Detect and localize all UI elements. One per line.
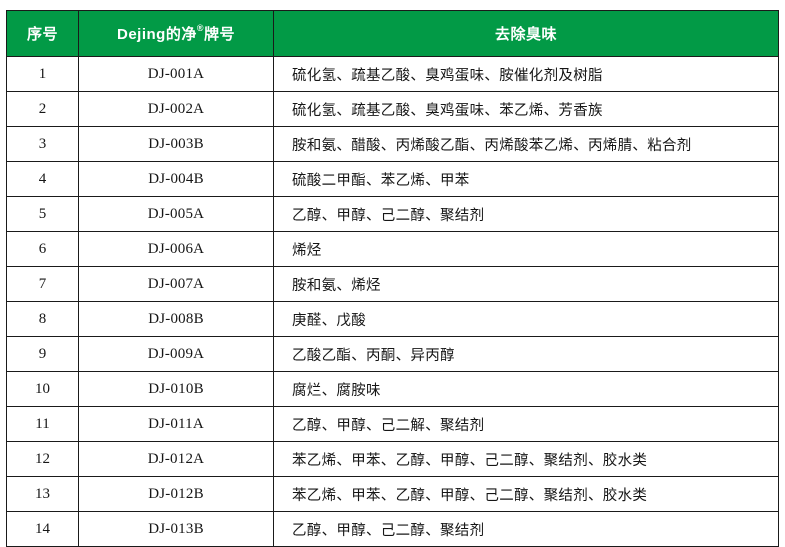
column-header-brand: Dejing的净®牌号 [78, 10, 274, 57]
column-header-no: 序号 [6, 10, 79, 57]
cell-odor-description: 硫酸二甲酯、苯乙烯、甲苯 [273, 161, 779, 197]
cell-odor-description: 烯烃 [273, 231, 779, 267]
registered-trademark-icon: ® [196, 23, 204, 33]
cell-odor-description: 腐烂、腐胺味 [273, 371, 779, 407]
table-row: 3 DJ-003B 胺和氨、醋酸、丙烯酸乙酯、丙烯酸苯乙烯、丙烯腈、粘合剂 [6, 126, 779, 162]
cell-brand-code: DJ-009A [78, 336, 274, 372]
cell-brand-code: DJ-004B [78, 161, 274, 197]
cell-index: 1 [6, 56, 79, 92]
column-header-odor: 去除臭味 [273, 10, 779, 57]
cell-index: 11 [6, 406, 79, 442]
cell-index: 6 [6, 231, 79, 267]
cell-brand-code: DJ-013B [78, 511, 274, 547]
brand-header-suffix: 牌号 [203, 26, 235, 43]
header-row: 序号 Dejing的净®牌号 去除臭味 [6, 10, 779, 57]
grade-table-container: 序号 Dejing的净®牌号 去除臭味 1 DJ-001A 硫化氢、疏基乙酸、臭鸡蛋… [6, 10, 779, 547]
cell-index: 5 [6, 196, 79, 232]
cell-brand-code: DJ-006A [78, 231, 274, 267]
grade-table: 序号 Dejing的净®牌号 去除臭味 1 DJ-001A 硫化氢、疏基乙酸、臭鸡蛋… [6, 10, 779, 547]
cell-odor-description: 苯乙烯、甲苯、乙醇、甲醇、己二醇、聚结剂、胶水类 [273, 441, 779, 477]
cell-brand-code: DJ-012B [78, 476, 274, 512]
cell-index: 9 [6, 336, 79, 372]
cell-brand-code: DJ-002A [78, 91, 274, 127]
table-row: 11 DJ-011A 乙醇、甲醇、己二解、聚结剂 [6, 406, 779, 442]
table-row: 5 DJ-005A 乙醇、甲醇、己二醇、聚结剂 [6, 196, 779, 232]
cell-index: 7 [6, 266, 79, 302]
cell-brand-code: DJ-001A [78, 56, 274, 92]
cell-index: 2 [6, 91, 79, 127]
cell-odor-description: 硫化氢、疏基乙酸、臭鸡蛋味、胺催化剂及树脂 [273, 56, 779, 92]
table-row: 14 DJ-013B 乙醇、甲醇、己二醇、聚结剂 [6, 511, 779, 547]
cell-odor-description: 庚醛、戊酸 [273, 301, 779, 337]
cell-odor-description: 乙酸乙酯、丙酮、异丙醇 [273, 336, 779, 372]
table-row: 9 DJ-009A 乙酸乙酯、丙酮、异丙醇 [6, 336, 779, 372]
cell-index: 14 [6, 511, 79, 547]
cell-brand-code: DJ-011A [78, 406, 274, 442]
table-header: 序号 Dejing的净®牌号 去除臭味 [6, 10, 779, 57]
cell-odor-description: 乙醇、甲醇、己二醇、聚结剂 [273, 196, 779, 232]
cell-odor-description: 乙醇、甲醇、己二醇、聚结剂 [273, 511, 779, 547]
cell-brand-code: DJ-003B [78, 126, 274, 162]
table-row: 12 DJ-012A 苯乙烯、甲苯、乙醇、甲醇、己二醇、聚结剂、胶水类 [6, 441, 779, 477]
cell-odor-description: 胺和氨、醋酸、丙烯酸乙酯、丙烯酸苯乙烯、丙烯腈、粘合剂 [273, 126, 779, 162]
cell-index: 13 [6, 476, 79, 512]
cell-index: 8 [6, 301, 79, 337]
cell-brand-code: DJ-008B [78, 301, 274, 337]
table-row: 7 DJ-007A 胺和氨、烯烃 [6, 266, 779, 302]
table-row: 4 DJ-004B 硫酸二甲酯、苯乙烯、甲苯 [6, 161, 779, 197]
table-row: 1 DJ-001A 硫化氢、疏基乙酸、臭鸡蛋味、胺催化剂及树脂 [6, 56, 779, 92]
cell-brand-code: DJ-005A [78, 196, 274, 232]
cell-index: 12 [6, 441, 79, 477]
table-row: 8 DJ-008B 庚醛、戊酸 [6, 301, 779, 337]
cell-odor-description: 苯乙烯、甲苯、乙醇、甲醇、己二醇、聚结剂、胶水类 [273, 476, 779, 512]
table-row: 2 DJ-002A 硫化氢、疏基乙酸、臭鸡蛋味、苯乙烯、芳香族 [6, 91, 779, 127]
cell-odor-description: 乙醇、甲醇、己二解、聚结剂 [273, 406, 779, 442]
cell-brand-code: DJ-012A [78, 441, 274, 477]
cell-brand-code: DJ-007A [78, 266, 274, 302]
cell-brand-code: DJ-010B [78, 371, 274, 407]
table-row: 13 DJ-012B 苯乙烯、甲苯、乙醇、甲醇、己二醇、聚结剂、胶水类 [6, 476, 779, 512]
table-body: 1 DJ-001A 硫化氢、疏基乙酸、臭鸡蛋味、胺催化剂及树脂 2 DJ-002A 硫化氢… [6, 56, 779, 547]
cell-index: 3 [6, 126, 79, 162]
cell-odor-description: 硫化氢、疏基乙酸、臭鸡蛋味、苯乙烯、芳香族 [273, 91, 779, 127]
cell-index: 4 [6, 161, 79, 197]
cell-odor-description: 胺和氨、烯烃 [273, 266, 779, 302]
cell-index: 10 [6, 371, 79, 407]
table-row: 6 DJ-006A 烯烃 [6, 231, 779, 267]
table-row: 10 DJ-010B 腐烂、腐胺味 [6, 371, 779, 407]
brand-header-prefix: Dejing的净 [117, 26, 197, 43]
